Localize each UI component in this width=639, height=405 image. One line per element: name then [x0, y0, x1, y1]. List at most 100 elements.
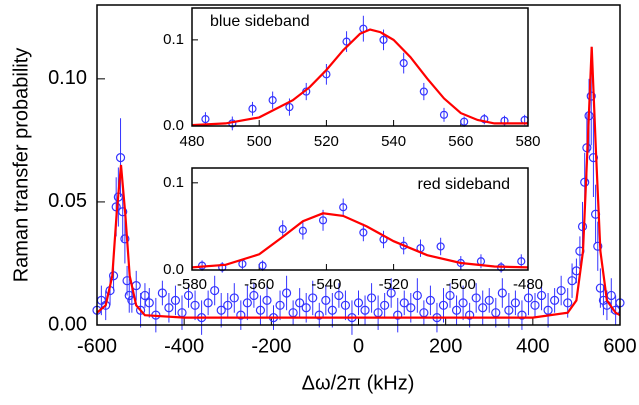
data-point — [295, 298, 305, 308]
plot-frame — [191, 167, 529, 271]
x-tick-label: 600 — [603, 335, 636, 357]
data-point — [275, 300, 285, 310]
data-point — [342, 37, 351, 46]
data-point — [366, 293, 377, 303]
data-point — [517, 310, 527, 320]
data-point — [223, 300, 233, 310]
data-point — [517, 257, 526, 266]
y-tick-label: 0.10 — [48, 67, 87, 89]
data-point — [135, 305, 146, 315]
data-point — [359, 228, 368, 237]
data-point — [190, 300, 200, 310]
data-point — [218, 263, 227, 272]
data-point — [314, 310, 324, 320]
data-point — [242, 298, 252, 308]
data-point — [556, 285, 566, 296]
x-tick-label: 560 — [448, 133, 473, 150]
data-point — [497, 288, 507, 298]
data-point — [593, 241, 603, 251]
data-point — [412, 290, 422, 301]
x-tick-label: -520 — [379, 276, 409, 293]
data-point — [439, 110, 449, 119]
y-axis-label: Raman transfer probability — [10, 48, 32, 283]
data-point — [262, 295, 272, 305]
plot-frame — [96, 4, 621, 326]
data-point — [399, 59, 408, 68]
x-tick-label: 540 — [381, 133, 406, 150]
x-tick-label: -600 — [77, 335, 117, 357]
inset-background — [192, 168, 528, 270]
inset-annotation: blue sideband — [210, 13, 310, 30]
fit-curve — [96, 46, 621, 319]
x-tick-label: 500 — [247, 133, 272, 150]
data-point — [530, 300, 540, 310]
data-point — [255, 305, 266, 315]
x-axis-label: Δω/2π (kHz) — [302, 372, 415, 394]
data-point — [386, 288, 396, 298]
data-point — [577, 221, 588, 232]
data-point — [170, 295, 181, 305]
x-tick-label: -500 — [446, 276, 476, 293]
data-point — [523, 293, 534, 303]
data-point — [360, 305, 370, 315]
data-point — [327, 305, 337, 315]
data-point — [210, 285, 220, 296]
x-tick-label: -200 — [251, 335, 291, 357]
data-point — [458, 298, 468, 308]
fit-curve — [191, 212, 529, 269]
data-point — [480, 115, 489, 124]
y-tick-label: 0.00 — [48, 313, 87, 335]
data-point — [471, 293, 481, 303]
data-point — [380, 300, 390, 310]
data-point — [298, 226, 307, 235]
data-point — [406, 303, 416, 313]
data-point — [399, 298, 409, 308]
data-point — [588, 153, 599, 163]
data-point — [236, 310, 246, 320]
data-point — [399, 241, 408, 250]
data-point — [229, 293, 239, 303]
data-point — [120, 234, 130, 244]
data-point — [478, 303, 488, 313]
x-tick-label: 480 — [179, 133, 204, 150]
x-tick-label: -580 — [177, 276, 207, 293]
data-point — [425, 295, 436, 305]
data-point — [460, 117, 469, 126]
data-point — [353, 298, 364, 308]
data-point — [484, 295, 494, 305]
data-point — [563, 298, 573, 308]
data-point — [201, 115, 210, 124]
x-tick-label: -560 — [244, 276, 274, 293]
data-point — [203, 298, 213, 308]
x-tick-label: 520 — [314, 133, 339, 150]
data-point — [216, 305, 226, 315]
data-point — [144, 298, 154, 308]
data-point — [550, 295, 560, 305]
data-point — [419, 87, 428, 96]
fit-curve — [191, 28, 528, 127]
data-point — [321, 295, 331, 305]
x-tick-label: 0 — [353, 335, 364, 357]
data-point — [451, 305, 462, 315]
y-tick-label: 0.1 — [163, 174, 184, 191]
data-point — [281, 288, 292, 298]
x-tick-label: 400 — [516, 335, 549, 357]
data-point — [183, 290, 194, 301]
data-point — [536, 290, 547, 301]
x-tick-label: -480 — [513, 276, 543, 293]
data-point — [308, 293, 318, 303]
data-point — [278, 224, 287, 234]
data-point — [334, 290, 344, 301]
data-point — [438, 300, 449, 310]
data-point — [285, 102, 294, 112]
y-tick-label: 0.0 — [163, 117, 184, 134]
data-point — [301, 303, 311, 313]
data-point — [445, 290, 455, 301]
data-point — [340, 300, 351, 310]
y-tick-label: 0.1 — [163, 31, 184, 48]
data-point — [164, 303, 174, 313]
data-point — [249, 290, 259, 301]
data-point — [258, 261, 267, 270]
x-tick-label: 580 — [515, 133, 540, 150]
